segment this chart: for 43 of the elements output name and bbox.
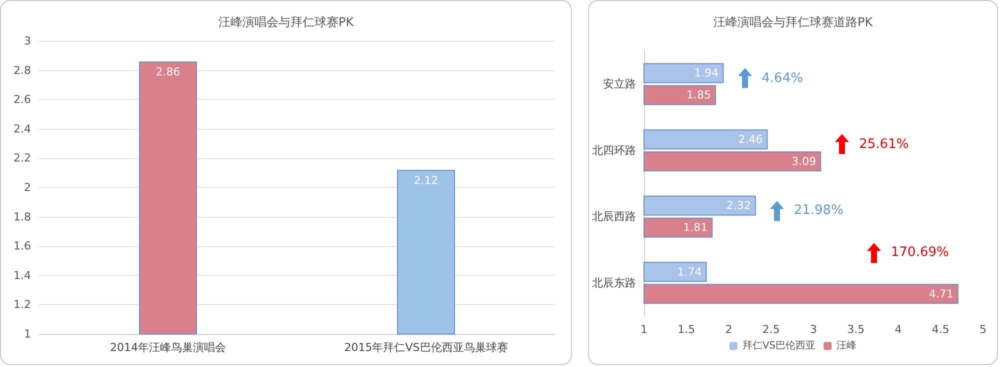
annotation: 170.69% [891, 245, 949, 260]
y-tick-label: 1.2 [14, 298, 31, 312]
x-tick-label: 1 [640, 323, 648, 336]
y-tick-label: 2 [24, 181, 31, 194]
annotation: 21.98% [794, 203, 844, 218]
data-label: 2.86 [156, 66, 180, 79]
y-tick-label: 1.6 [14, 240, 31, 253]
data-label: 1.74 [677, 265, 702, 278]
x-tick-label: 2 [725, 323, 732, 336]
data-label: 2.46 [738, 132, 763, 146]
x-tick-label: 5 [980, 323, 986, 336]
y-tick-label: 2.2 [14, 152, 31, 165]
data-label: 4.71 [928, 287, 954, 300]
x-tick-label: 2015年拜仁VS巴伦西亚鸟巢球赛 [344, 341, 508, 354]
data-label: 2.12 [414, 174, 438, 187]
data-label: 2.32 [726, 199, 751, 212]
x-tick-label: 2014年汪峰鸟巢演唱会 [110, 341, 226, 354]
y-tick-label: 安立路 [603, 78, 636, 91]
y-tick-label: 北辰东路 [592, 276, 636, 290]
y-tick-label: 1.4 [14, 268, 31, 282]
x-tick-label: 3.5 [847, 323, 865, 336]
x-tick-label: 1.5 [678, 323, 696, 336]
y-tick-label: 1.8 [14, 210, 31, 224]
x-tick-label: 4 [894, 323, 902, 336]
data-label: 3.09 [792, 154, 816, 168]
legend-label: 汪峰 [836, 340, 857, 352]
y-tick-label: 北辰西路 [592, 210, 636, 224]
y-tick-label: 2.6 [14, 93, 31, 106]
data-label: 1.94 [694, 66, 719, 80]
annotation: 25.61% [859, 136, 909, 152]
annotation: 4.64% [762, 70, 803, 86]
data-label: 1.81 [683, 221, 708, 234]
y-tick-label: 2.4 [14, 122, 31, 136]
chart-title: 汪峰演唱会与拜仁球赛PK [218, 15, 355, 29]
data-label: 1.85 [686, 88, 712, 102]
y-tick-label: 2.8 [14, 64, 31, 77]
x-tick-label: 4.5 [932, 323, 950, 336]
x-tick-label: 3 [810, 323, 817, 336]
y-tick-label: 3 [24, 34, 31, 48]
legend-label: 拜仁VS巴伦西亚 [742, 340, 816, 352]
chart-title: 汪峰演唱会与拜仁球赛道路PK [713, 15, 874, 29]
x-tick-label: 2.5 [762, 323, 780, 336]
y-tick-label: 北四环路 [592, 144, 636, 157]
